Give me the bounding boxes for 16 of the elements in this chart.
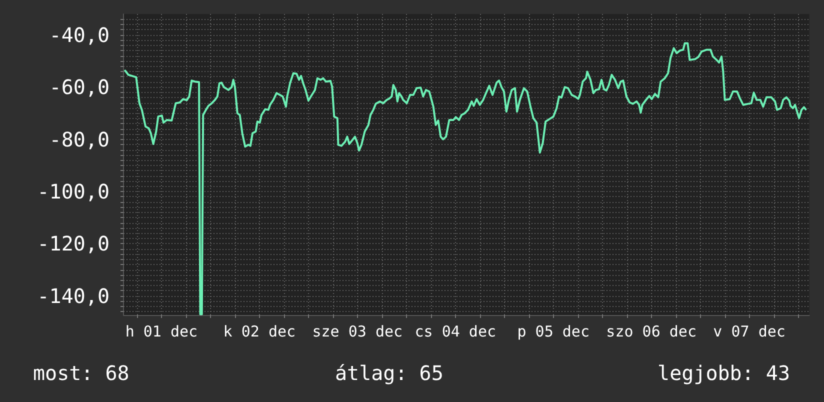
y-tick-label: -40,0 xyxy=(49,22,110,47)
text: átlag: 65 xyxy=(335,361,444,385)
x-tick-label: k 02 dec xyxy=(223,322,296,340)
y-tick-label: -60,0 xyxy=(49,75,110,100)
y-tick-label: -80,0 xyxy=(49,127,110,152)
x-tick-label: szo 06 dec xyxy=(606,322,696,340)
x-tick-label: h 01 dec xyxy=(125,322,198,340)
y-tick-label: -140,0 xyxy=(37,284,110,308)
x-tick-label: sze 03 dec xyxy=(312,322,403,340)
x-tick-label: cs 04 dec xyxy=(414,322,496,340)
y-tick-label: -120,0 xyxy=(37,232,110,256)
x-tick-label: v 07 dec xyxy=(713,322,786,340)
x-tick-label: p 05 dec xyxy=(517,322,590,340)
text: legjobb: 43 xyxy=(658,361,790,385)
y-tick-label: -100,0 xyxy=(37,180,110,204)
text: most: 68 xyxy=(33,361,130,385)
